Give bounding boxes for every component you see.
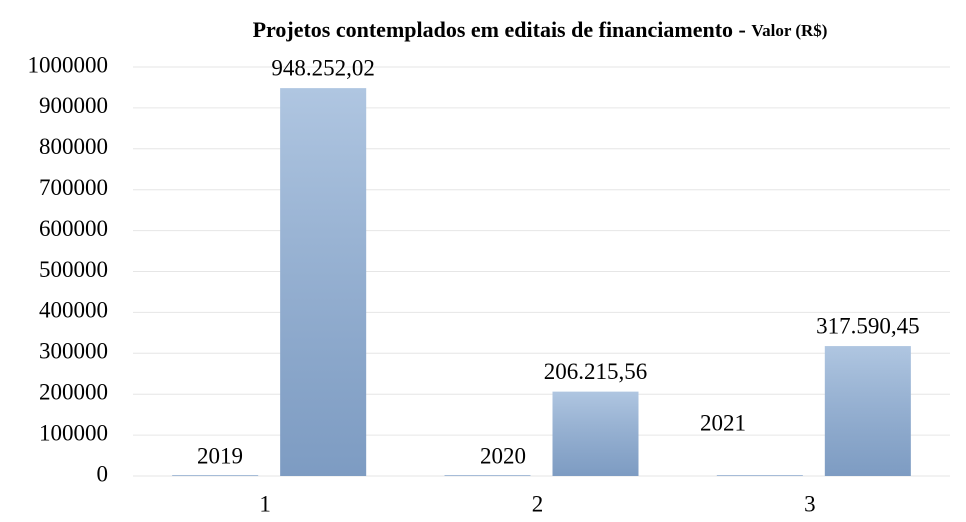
y-tick-label: 1000000	[28, 52, 109, 77]
y-tick-label: 300000	[39, 339, 108, 364]
y-tick-label: 0	[97, 461, 109, 486]
title-main: Projetos contemplados em editais de fina…	[253, 17, 752, 42]
y-tick-label: 400000	[39, 298, 108, 323]
data-label: 317.590,45	[816, 313, 920, 338]
x-tick-label: 1	[259, 491, 271, 516]
bar	[716, 475, 803, 476]
chart-title: Projetos contemplados em editais de fina…	[253, 17, 828, 42]
y-tick-label: 700000	[39, 175, 108, 200]
y-tick-label: 800000	[39, 134, 108, 159]
y-tick-label: 100000	[39, 420, 108, 445]
title-sub: Valor (R$)	[751, 21, 827, 40]
data-label: 948.252,02	[271, 55, 375, 80]
x-tick-label: 2	[532, 491, 544, 516]
bar	[552, 391, 639, 476]
bar	[172, 475, 259, 476]
data-label: 2019	[197, 443, 243, 468]
bar	[444, 475, 531, 476]
y-tick-label: 900000	[39, 93, 108, 118]
data-label: 2021	[700, 410, 746, 435]
data-label: 206.215,56	[544, 359, 648, 384]
y-tick-label: 600000	[39, 216, 108, 241]
bar	[280, 88, 367, 477]
data-label: 2020	[480, 443, 526, 468]
x-tick-label: 3	[804, 491, 816, 516]
y-tick-label: 200000	[39, 379, 108, 404]
y-tick-label: 500000	[39, 257, 108, 282]
bar	[824, 346, 911, 476]
